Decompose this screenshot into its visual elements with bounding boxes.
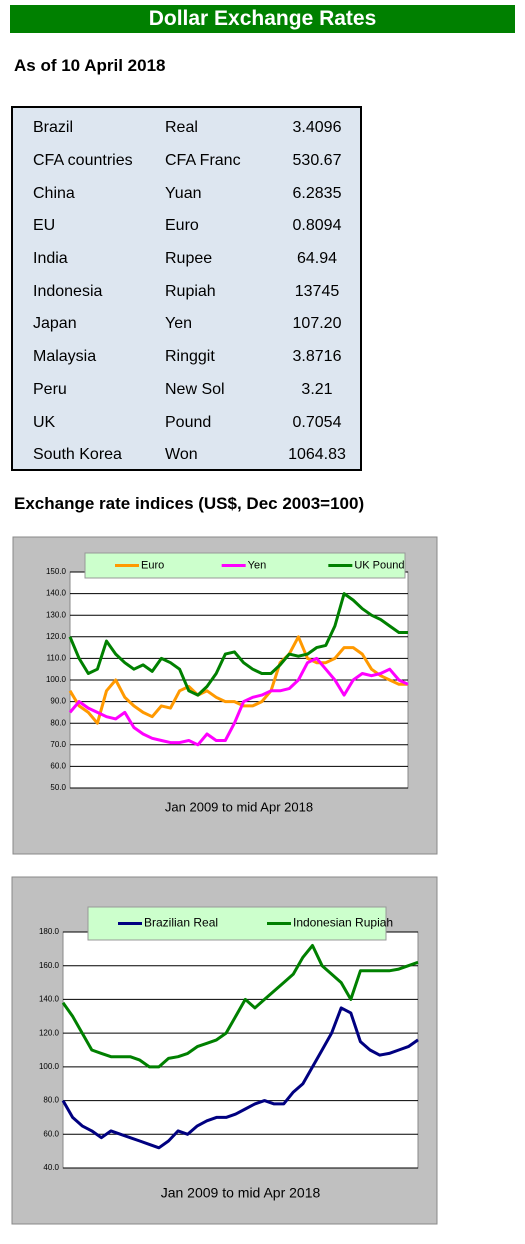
- table-cell: Peru: [33, 380, 67, 398]
- y-tick-label: 120.0: [46, 632, 67, 641]
- legend-box: [87, 906, 387, 941]
- table-cell: CFA Franc: [165, 152, 241, 170]
- table-cell: Rupee: [165, 250, 213, 268]
- table-row: Peru New Sol 3.21: [33, 374, 357, 407]
- series-line: [68, 635, 408, 725]
- table-cell: Pound: [165, 413, 212, 431]
- x-axis-label: Jan 2009 to mid Apr 2018: [165, 799, 313, 814]
- table-cell: Real: [165, 119, 198, 137]
- table-row: CFA countries CFA Franc 530.67: [33, 145, 357, 178]
- y-tick-label: 110.0: [47, 654, 67, 663]
- series-line: [61, 1006, 419, 1150]
- y-tick-label: 180.0: [39, 927, 60, 936]
- legend-label: Yen: [248, 559, 267, 571]
- table-cell: UK: [33, 413, 56, 431]
- table-row: Japan Yen 107.20: [33, 308, 357, 341]
- table-cell: CFA countries: [33, 152, 133, 170]
- legend-label: UK Pound: [354, 559, 404, 571]
- table-cell: 1064.83: [288, 446, 346, 464]
- table-row: China Yuan 6.2835: [33, 177, 357, 210]
- table-cell: Indonesia: [33, 282, 103, 300]
- table-row: Indonesia Rupiah 13745: [33, 275, 357, 308]
- table-row: India Rupee 64.94: [33, 243, 357, 276]
- table-cell: New Sol: [165, 380, 225, 398]
- table-cell: Yen: [165, 315, 192, 333]
- y-tick-label: 100.0: [39, 1062, 60, 1071]
- series-line: [61, 944, 419, 1069]
- table-cell: 107.20: [292, 315, 342, 333]
- y-tick-label: 60.0: [43, 1129, 59, 1138]
- y-tick-label: 130.0: [46, 610, 67, 619]
- table-cell: South Korea: [33, 446, 122, 464]
- y-tick-label: 90.0: [50, 697, 66, 706]
- table-cell: Malaysia: [33, 348, 97, 366]
- table-cell: Euro: [165, 217, 199, 235]
- table-row: Malaysia Ringgit 3.8716: [33, 341, 357, 374]
- y-tick-label: 80.0: [43, 1096, 59, 1105]
- legend-label: Indonesian Rupiah: [293, 916, 393, 930]
- table-cell: Won: [165, 446, 198, 464]
- y-tick-label: 160.0: [39, 961, 60, 970]
- y-tick-label: 70.0: [50, 740, 66, 749]
- y-tick-label: 100.0: [46, 675, 67, 684]
- table-cell: Brazil: [33, 119, 74, 137]
- table-cell: 3.21: [301, 380, 333, 398]
- table-cell: 3.8716: [292, 348, 342, 366]
- table-cell: 6.2835: [292, 184, 342, 202]
- series-line: [68, 592, 408, 697]
- series-line: [68, 656, 409, 747]
- y-tick-label: 140.0: [46, 589, 67, 598]
- table-cell: 0.8094: [292, 217, 342, 235]
- y-tick-label: 50.0: [50, 783, 66, 792]
- table-cell: 13745: [294, 282, 340, 300]
- y-tick-label: 120.0: [39, 1028, 60, 1037]
- table-cell: 0.7054: [292, 413, 342, 431]
- table-cell: 3.4096: [292, 119, 342, 137]
- y-tick-label: 60.0: [50, 762, 66, 771]
- legend-label: Brazilian Real: [144, 916, 218, 930]
- rates-table: Brazil Real 3.4096 CFA countries CFA Franc 53…: [11, 106, 362, 471]
- table-cell: 530.67: [292, 152, 342, 170]
- x-axis-label: Jan 2009 to mid Apr 2018: [161, 1185, 321, 1201]
- table-row: EU Euro 0.8094: [33, 210, 357, 243]
- table-cell: Ringgit: [165, 348, 215, 366]
- table-cell: Japan: [33, 315, 77, 333]
- table-cell: EU: [33, 217, 56, 235]
- y-tick-label: 150.0: [46, 567, 67, 576]
- table-row: South Korea Won 1064.83: [33, 439, 357, 472]
- date-line: As of 10 April 2018: [14, 56, 166, 75]
- table-cell: India: [33, 250, 68, 268]
- page-title: Dollar Exchange Rates: [10, 5, 515, 33]
- table-row: Brazil Real 3.4096: [33, 112, 357, 145]
- table-cell: Yuan: [165, 184, 202, 202]
- table-cell: 64.94: [296, 250, 338, 268]
- table-row: UK Pound 0.7054: [33, 406, 357, 439]
- y-tick-label: 140.0: [39, 995, 60, 1004]
- table-cell: Rupiah: [165, 282, 216, 300]
- y-tick-label: 40.0: [43, 1163, 59, 1172]
- legend-label: Euro: [141, 559, 164, 571]
- section-title: Exchange rate indices (US$, Dec 2003=100…: [14, 494, 365, 513]
- y-tick-label: 80.0: [50, 718, 66, 727]
- table-cell: China: [33, 184, 75, 202]
